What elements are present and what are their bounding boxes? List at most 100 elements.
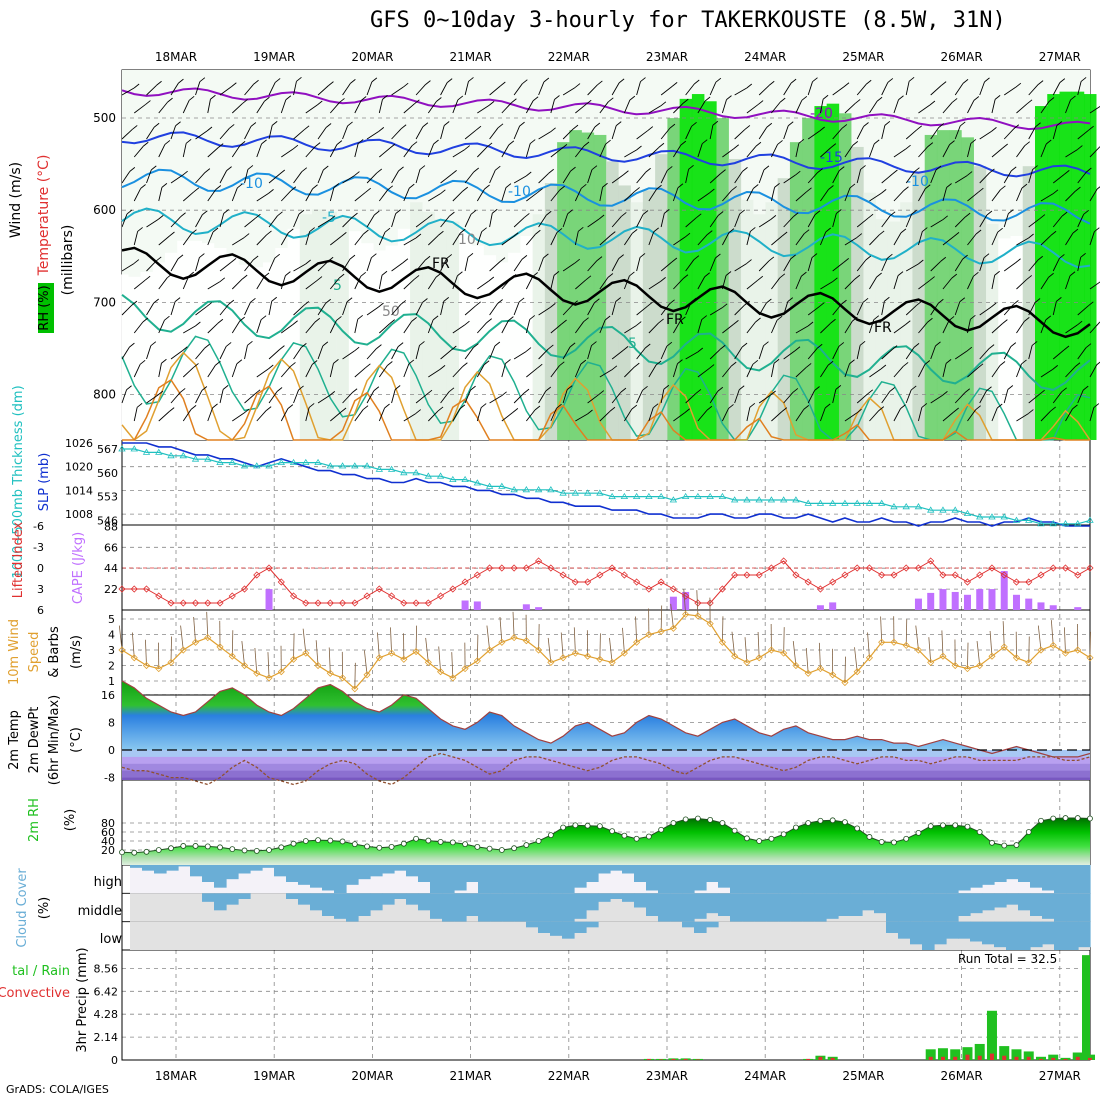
upper-wind-barb (709, 125, 714, 140)
upper-wind-barb-flag (260, 315, 267, 321)
rh-shade-column (814, 106, 827, 440)
thickness-marker (596, 489, 604, 496)
upper-wind-barb-flag (691, 121, 697, 127)
cloud-cover-bar (910, 865, 923, 894)
upper-wind-barb-flag (629, 271, 635, 277)
contour-label: 5 (333, 278, 342, 294)
upper-wind-barb (930, 345, 936, 360)
upper-wind-barb (525, 409, 536, 422)
upper-wind-barb-flag (666, 341, 673, 347)
upper-wind-barb-flag (548, 344, 554, 350)
thickness-marker (951, 506, 959, 513)
upper-wind-barb-flag (647, 301, 653, 307)
temp-axis-label: 2m Temp (7, 710, 22, 770)
upper-wind-barb (146, 169, 152, 184)
upper-wind-barb (293, 213, 300, 228)
upper-wind-barb-flag (1015, 258, 1021, 264)
upper-wind-barb-flag (997, 227, 1003, 233)
wind10m-speed-marker (951, 661, 959, 670)
rh2m-marker (780, 831, 787, 838)
wind10m-axis-label: 10m Wind (7, 619, 22, 685)
upper-wind-barb-flag (195, 321, 201, 327)
upper-wind-barb (158, 235, 170, 246)
upper-wind-barb (1077, 81, 1082, 96)
cloud-cover-bar (622, 893, 635, 902)
upper-wind-barb (721, 275, 727, 290)
rh2m-marker (682, 816, 689, 823)
upper-wind-barb (942, 320, 950, 334)
rh2m-marker (903, 835, 910, 842)
upper-wind-barb (195, 172, 206, 184)
upper-wind-barb-flag (929, 276, 935, 281)
date-label-bottom: 22MAR (548, 1069, 590, 1083)
cloud-cover-bar (1042, 865, 1055, 891)
rh-shade-column (900, 202, 913, 440)
upper-wind-barb-flag (916, 301, 922, 306)
wind10m-speed-marker (388, 649, 396, 657)
pressure-units-label: (millibars) (60, 225, 76, 296)
upper-wind-barb (967, 276, 974, 290)
upper-wind-barb (477, 104, 490, 114)
cloud-cover-bar (214, 893, 227, 911)
thickness-marker (289, 458, 298, 465)
rh-shade-column (324, 211, 337, 440)
upper-wind-barb-flag (222, 385, 229, 390)
thickness-marker (927, 506, 935, 513)
cloud-cover-bar (934, 893, 947, 922)
upper-wind-barb-flag (346, 297, 353, 303)
upper-wind-barb (991, 147, 1003, 158)
wind10m-speed-marker (314, 661, 322, 670)
upper-wind-barb (967, 233, 977, 246)
upper-wind-barb (476, 231, 483, 246)
upper-wind-barb (219, 262, 232, 272)
upper-wind-barb-flag (204, 343, 210, 349)
upper-wind-barb-flag (604, 315, 611, 321)
upper-wind-barb-flag (350, 79, 356, 84)
cloud-cover-bar (970, 865, 983, 888)
upper-wind-barb-flag (983, 253, 990, 259)
thickness-marker (363, 462, 371, 469)
thickness-tick-label: 553 (97, 491, 118, 504)
upper-wind-barb-flag (285, 271, 291, 276)
upper-wind-barb (513, 175, 527, 184)
upper-wind-barb (807, 306, 820, 316)
upper-wind-barb (1040, 101, 1050, 114)
precip-total-bar (962, 1047, 973, 1060)
upper-wind-barb (305, 104, 318, 114)
upper-wind-barb-flag (598, 214, 605, 220)
rh-shade-column (165, 252, 178, 440)
rh2m-marker (229, 846, 236, 852)
wind10m-speed-marker (767, 646, 775, 654)
rh2m-marker (609, 828, 616, 834)
upper-wind-barb (1065, 408, 1073, 422)
upper-wind-barb (330, 411, 342, 422)
upper-wind-barb (207, 99, 211, 114)
upper-wind-barb-flag (908, 76, 915, 82)
upper-wind-barb-flag (553, 271, 560, 276)
upper-wind-barb-flag (376, 344, 382, 349)
precip-conv-bar (818, 1056, 823, 1060)
rh2m-marker (302, 838, 309, 844)
upper-wind-barb-flag (522, 79, 528, 85)
upper-wind-barb-flag (1074, 362, 1081, 368)
lifted-index-marker (547, 564, 555, 572)
precip-total-bar (999, 1046, 1010, 1060)
upper-wind-barb-flag (312, 184, 318, 190)
upper-wind-barb-flag (889, 211, 896, 217)
upper-wind-barb (832, 346, 840, 360)
wind10m-barb (328, 647, 331, 674)
upper-wind-barb-flag (622, 346, 629, 351)
wind10m-barb (880, 616, 883, 643)
lifted-index-marker (890, 571, 898, 579)
wind10m-speed-marker (302, 649, 310, 657)
upper-wind-barb-flag (1088, 301, 1094, 307)
rh-axis-label: RH (%) (37, 285, 52, 330)
cape-bar (1037, 602, 1045, 610)
upper-wind-barb (305, 407, 310, 422)
precip-conv-bar (1051, 1057, 1056, 1060)
upper-wind-barb (869, 276, 878, 290)
wind10m-speed-marker (118, 646, 126, 654)
upper-wind-barb-flag (242, 99, 248, 104)
precip-conv-bar (806, 1058, 811, 1060)
